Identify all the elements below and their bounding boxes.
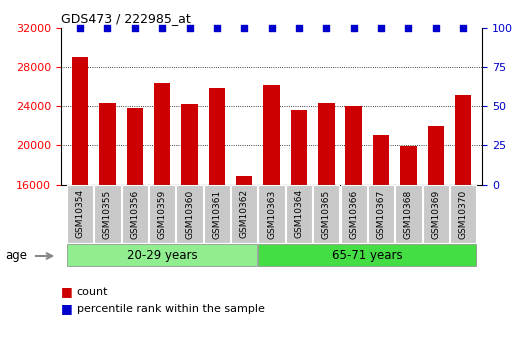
Text: count: count [77,287,108,296]
Bar [127,108,143,185]
Bar [236,176,252,185]
Point [377,25,385,30]
Bar [259,185,285,243]
Bar [395,185,421,243]
Bar [368,185,394,243]
Bar [291,110,307,185]
Point [213,25,221,30]
Text: percentile rank within the sample: percentile rank within the sample [77,304,264,314]
Bar [286,185,312,243]
Text: GSM10354: GSM10354 [76,189,85,238]
Bar [94,185,121,243]
Text: GSM10366: GSM10366 [349,189,358,238]
Bar [318,103,334,185]
Bar [263,86,280,185]
Text: GSM10364: GSM10364 [295,189,304,238]
Bar [122,185,148,243]
Bar [422,185,449,243]
Point [186,25,194,30]
Point [459,25,467,30]
Point [103,25,112,30]
Point [240,25,249,30]
Text: GSM10361: GSM10361 [213,189,222,238]
Point [322,25,331,30]
Point [349,25,358,30]
Bar [72,57,89,185]
Text: age: age [5,249,28,262]
Point [130,25,139,30]
Text: GSM10355: GSM10355 [103,189,112,238]
Text: ■: ■ [61,302,73,315]
Bar [455,95,471,185]
Text: 20-29 years: 20-29 years [127,249,198,262]
Text: GSM10365: GSM10365 [322,189,331,238]
Bar [373,135,389,185]
Text: GSM10369: GSM10369 [431,189,440,238]
Point [404,25,413,30]
Point [431,25,440,30]
Text: 65-71 years: 65-71 years [332,249,403,262]
Text: GDS473 / 222985_at: GDS473 / 222985_at [61,12,191,25]
Text: GSM10368: GSM10368 [404,189,413,238]
Bar [313,185,340,243]
Text: ■: ■ [61,285,73,298]
Bar [428,126,444,185]
Bar [259,244,476,266]
Text: GSM10362: GSM10362 [240,189,249,238]
Bar [204,185,230,243]
Text: GSM10370: GSM10370 [458,189,467,238]
Bar [209,88,225,185]
Bar [400,146,417,185]
Bar [341,185,367,243]
Text: GSM10356: GSM10356 [130,189,139,238]
Point [158,25,166,30]
Text: GSM10359: GSM10359 [158,189,166,238]
Bar [154,82,170,185]
Bar [450,185,476,243]
Bar [181,104,198,185]
Point [76,25,84,30]
Text: GSM10367: GSM10367 [377,189,385,238]
Bar [176,185,202,243]
Bar [149,185,175,243]
Text: GSM10360: GSM10360 [185,189,194,238]
Bar [231,185,258,243]
Point [295,25,303,30]
Point [268,25,276,30]
Text: GSM10363: GSM10363 [267,189,276,238]
Bar [99,103,116,185]
Bar [346,106,362,185]
Bar [67,185,93,243]
Bar [67,244,258,266]
